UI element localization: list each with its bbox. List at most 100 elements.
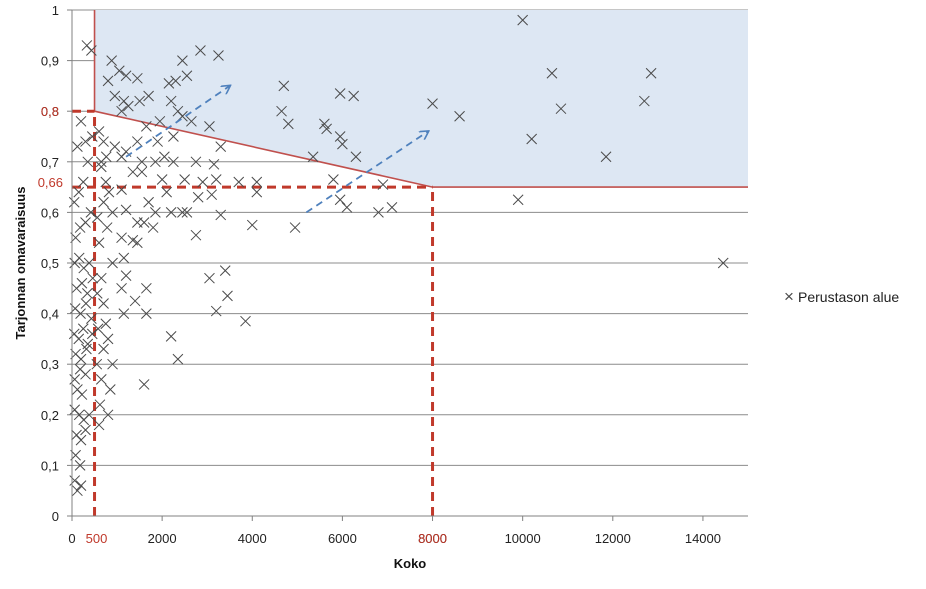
data-point-stroke <box>73 333 85 345</box>
data-point-stroke <box>100 318 112 330</box>
data-point-stroke <box>172 353 184 365</box>
data-point-stroke <box>73 252 85 264</box>
data-point-stroke <box>143 90 154 102</box>
data-point-stroke <box>334 88 346 99</box>
data-point-stroke <box>319 118 330 130</box>
data-point <box>348 90 360 102</box>
data-point-stroke <box>102 333 114 345</box>
data-point <box>116 232 127 244</box>
data-point <box>122 100 134 112</box>
data-point-stroke <box>95 272 107 284</box>
data-point <box>116 282 127 294</box>
data-point <box>116 184 127 195</box>
data-points <box>68 14 729 497</box>
data-point <box>195 45 206 56</box>
data-point <box>72 141 83 152</box>
data-point-stroke <box>170 75 182 87</box>
data-point-stroke <box>72 485 83 497</box>
data-point-stroke <box>240 315 251 327</box>
data-point <box>100 151 112 163</box>
data-point-stroke <box>83 257 95 269</box>
y-tick-label: 0 <box>52 509 59 524</box>
data-point-stroke <box>81 288 93 299</box>
data-point-stroke <box>307 151 319 163</box>
data-point-stroke <box>276 105 287 117</box>
data-point <box>93 237 105 249</box>
data-point-stroke <box>91 358 103 370</box>
data-point-stroke <box>86 45 97 56</box>
data-point-stroke <box>118 252 130 264</box>
data-point <box>172 353 184 365</box>
x-tick-label: 12000 <box>595 531 631 546</box>
data-point <box>77 323 89 335</box>
data-point <box>116 105 127 117</box>
data-point-stroke <box>93 419 105 431</box>
data-point-stroke <box>86 131 98 142</box>
y-tick-label: 0,4 <box>41 307 59 322</box>
data-point-stroke <box>101 222 113 233</box>
data-point-stroke <box>192 191 204 203</box>
data-point-stroke <box>94 399 106 411</box>
data-point <box>143 90 154 102</box>
data-point <box>80 136 91 147</box>
data-point <box>80 217 91 228</box>
data-point-stroke <box>75 115 87 127</box>
data-point-stroke <box>186 115 197 127</box>
data-point <box>219 265 231 276</box>
x-axis-title: Koko <box>394 556 427 571</box>
data-point-stroke <box>75 308 86 319</box>
data-point-stroke <box>251 186 263 198</box>
data-point <box>150 207 161 218</box>
highlight-region <box>93 10 749 188</box>
data-point-stroke <box>165 95 177 107</box>
legend: × Perustason alue <box>784 287 899 306</box>
data-point <box>186 115 197 127</box>
data-point <box>334 88 346 99</box>
data-point-stroke <box>91 212 103 223</box>
data-point <box>321 123 332 135</box>
data-point-stroke <box>113 65 125 77</box>
data-point-stroke <box>77 323 89 335</box>
data-point-stroke <box>215 209 227 221</box>
data-point <box>386 201 398 213</box>
data-point-stroke <box>107 358 118 370</box>
data-point <box>600 151 612 163</box>
y-tick-label: 0,5 <box>41 256 59 271</box>
data-point <box>210 305 222 317</box>
data-point-stroke <box>386 201 398 213</box>
data-point <box>127 166 139 178</box>
data-point <box>163 78 175 89</box>
data-point-stroke <box>204 121 215 132</box>
data-point <box>80 424 91 436</box>
data-point <box>102 333 114 345</box>
data-point <box>74 460 86 471</box>
data-point <box>86 131 98 142</box>
data-point <box>289 222 301 233</box>
data-point <box>103 186 115 198</box>
data-point <box>141 308 152 319</box>
data-point-stroke <box>210 305 222 317</box>
data-point-stroke <box>204 272 215 284</box>
y-tick-label: 0,6 <box>41 205 59 220</box>
data-point-stroke <box>454 110 465 122</box>
data-point-stroke <box>181 207 193 218</box>
data-point-stroke <box>190 156 202 168</box>
y-highlight-label: 0,8 <box>41 104 59 119</box>
data-point <box>206 189 218 201</box>
data-point-stroke <box>348 90 360 102</box>
data-point-stroke <box>154 115 166 127</box>
data-point <box>246 219 258 231</box>
data-point-stroke <box>233 176 245 188</box>
data-point-stroke <box>177 207 188 218</box>
data-point-stroke <box>337 138 348 150</box>
y-tick-label: 0,9 <box>41 54 59 69</box>
x-tick-label: 6000 <box>328 531 357 546</box>
data-point-stroke <box>87 272 99 284</box>
data-point-stroke <box>80 136 91 147</box>
data-point <box>233 176 245 188</box>
data-point-stroke <box>120 204 132 216</box>
data-point <box>181 70 193 82</box>
data-point <box>98 136 109 147</box>
data-point-stroke <box>334 131 346 142</box>
data-point <box>512 194 524 206</box>
